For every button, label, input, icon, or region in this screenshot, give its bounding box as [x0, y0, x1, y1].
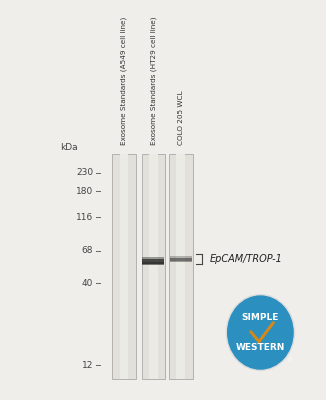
Text: EpCAM/TROP-1: EpCAM/TROP-1 — [210, 254, 283, 264]
Bar — [142, 257, 164, 259]
Text: Exosome Standards (A549 cell line): Exosome Standards (A549 cell line) — [121, 16, 127, 145]
Bar — [142, 262, 164, 265]
Bar — [170, 258, 192, 262]
Text: ®: ® — [287, 358, 292, 364]
Text: 180: 180 — [76, 187, 93, 196]
Bar — [120, 154, 128, 380]
Text: 68: 68 — [82, 246, 93, 255]
Bar — [169, 154, 193, 380]
Text: 12: 12 — [82, 360, 93, 370]
Circle shape — [226, 295, 294, 370]
Bar — [141, 154, 165, 380]
Text: 116: 116 — [76, 212, 93, 222]
Bar — [112, 154, 136, 380]
Bar — [170, 256, 192, 258]
Text: kDa: kDa — [60, 143, 78, 152]
Bar — [176, 154, 185, 380]
Text: 40: 40 — [82, 278, 93, 288]
Text: SIMPLE: SIMPLE — [242, 313, 279, 322]
Text: COLO 205 WCL: COLO 205 WCL — [178, 90, 184, 145]
Bar — [170, 261, 192, 262]
Bar — [149, 154, 158, 380]
Bar — [142, 259, 164, 264]
Text: 230: 230 — [76, 168, 93, 177]
Text: WESTERN: WESTERN — [236, 343, 285, 352]
Text: Exosome Standards (HT29 cell line): Exosome Standards (HT29 cell line) — [150, 16, 156, 145]
